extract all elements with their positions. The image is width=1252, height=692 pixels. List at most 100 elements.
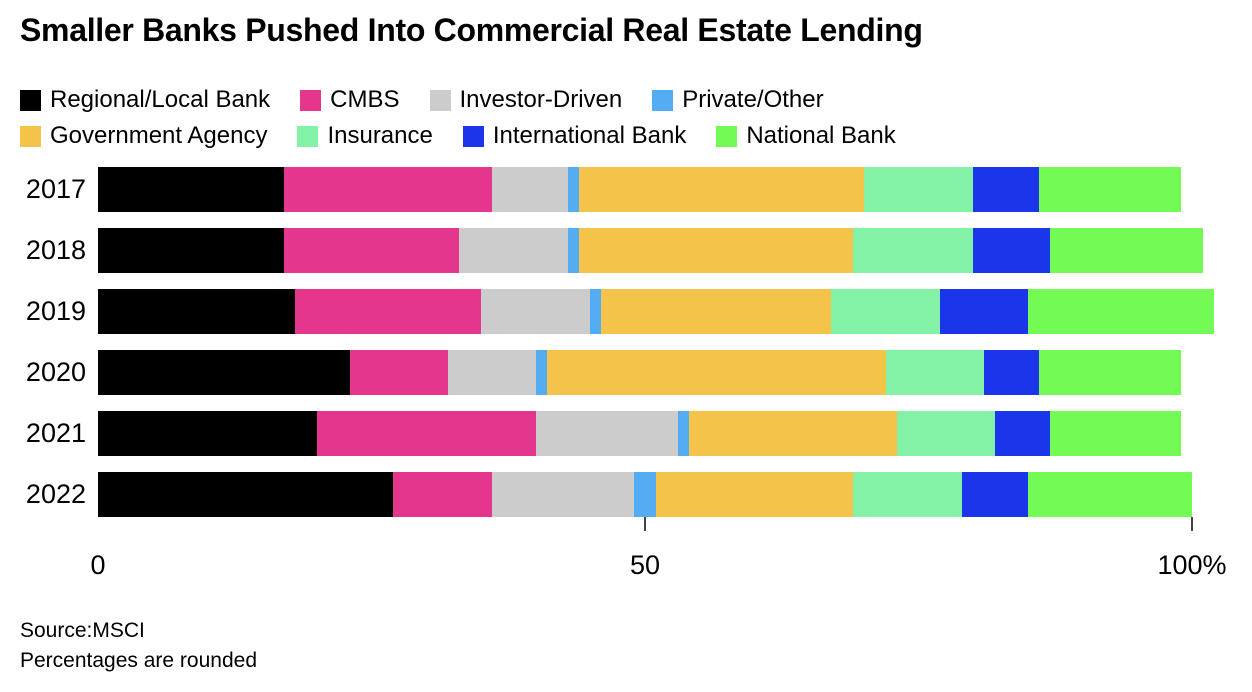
segment-private-other [677,411,689,456]
segment-regional-local-bank [98,350,350,395]
legend-row: Regional/Local Bank CMBS Investor-Driven Pr… [20,82,896,118]
segment-private-other [535,350,547,395]
legend: Regional/Local Bank CMBS Investor-Driven Pr… [20,82,896,154]
segment-private-other [568,228,580,273]
segment-cmbs [283,228,459,273]
segment-insurance [852,472,963,517]
year-label-2020: 2020 [25,357,86,387]
legend-label: Government Agency [50,122,268,149]
legend-item-government-agency: Government Agency [20,122,267,150]
legend-label: National Bank [746,122,896,149]
year-label-2021: 2021 [25,418,86,448]
legend-swatch-private-other [652,89,674,111]
footnote-line: Percentages are rounded [20,649,257,672]
segment-investor-driven [480,289,591,334]
legend-swatch-regional-local-bank [20,89,41,111]
segment-international-bank [962,472,1028,517]
segment-national-bank [1027,289,1214,334]
segment-international-bank [973,167,1039,212]
axis-label-100: 100% [1157,550,1227,580]
segment-regional-local-bank [98,411,317,456]
segment-insurance [885,350,985,395]
segment-international-bank [973,228,1050,273]
legend-label: CMBS [330,86,400,113]
bar-row-2021: 2021 [0,411,1252,456]
stacked-bar-2019 [98,289,1214,334]
bar-row-2022: 2022 [0,472,1252,517]
segment-national-bank [1038,167,1182,212]
segment-government-agency [546,350,886,395]
segment-regional-local-bank [98,228,284,273]
legend-swatch-government-agency [20,125,41,147]
legend-label: International Bank [492,122,687,149]
segment-international-bank [995,411,1050,456]
segment-national-bank [1049,411,1182,456]
legend-item-national-bank: National Bank [716,122,896,150]
segment-cmbs [283,167,492,212]
legend-swatch-insurance [297,125,319,147]
year-label-2022: 2022 [25,479,86,509]
stacked-bar-2021 [98,411,1182,456]
year-label-2017: 2017 [25,174,86,204]
segment-regional-local-bank [98,472,394,517]
segment-regional-local-bank [98,167,284,212]
segment-private-other [634,472,656,517]
axis-label-50: 50 [629,550,661,580]
axis-tick-50 [644,517,646,531]
legend-swatch-cmbs [300,89,322,111]
segment-investor-driven [448,350,536,395]
axis-label-0: 0 [90,550,106,580]
year-label-2018: 2018 [25,235,86,265]
segment-investor-driven [535,411,678,456]
segment-insurance [830,289,941,334]
legend-label: Regional/Local Bank [50,86,271,113]
segment-national-bank [1049,228,1203,273]
segment-cmbs [349,350,449,395]
bar-row-2019: 2019 [0,289,1252,334]
segment-government-agency [579,167,864,212]
legend-swatch-investor-driven [429,89,451,111]
segment-private-other [568,167,580,212]
segment-international-bank [984,350,1039,395]
stacked-bar-2017 [98,167,1182,212]
bar-row-2018: 2018 [0,228,1252,273]
segment-investor-driven [491,472,635,517]
legend-label: Insurance [327,122,433,149]
legend-label: Private/Other [682,86,824,113]
segment-government-agency [579,228,853,273]
chart-title: Smaller Banks Pushed Into Commercial Rea… [20,12,923,48]
stacked-bar-2022 [98,472,1192,517]
segment-national-bank [1027,472,1192,517]
segment-government-agency [688,411,897,456]
source-note: Source:MSCI Percentages are rounded [20,616,257,676]
segment-insurance [896,411,996,456]
segment-government-agency [655,472,853,517]
segment-cmbs [294,289,481,334]
stacked-bar-2020 [98,350,1181,395]
legend-item-insurance: Insurance [297,122,433,150]
bar-row-2017: 2017 [0,167,1252,212]
segment-investor-driven [459,228,569,273]
legend-swatch-national-bank [716,125,738,147]
legend-item-private-other: Private/Other [652,86,824,114]
segment-international-bank [940,289,1028,334]
segment-insurance [852,228,974,273]
legend-row: Government Agency Insurance International … [20,118,896,154]
stacked-bar-2018 [98,228,1203,273]
segment-national-bank [1038,350,1181,395]
segment-regional-local-bank [98,289,295,334]
bar-row-2020: 2020 [0,350,1252,395]
source-line: Source:MSCI [20,619,145,642]
legend-item-investor-driven: Investor-Driven [429,86,623,114]
legend-item-regional-local-bank: Regional/Local Bank [20,86,270,114]
legend-item-international-bank: International Bank [462,122,687,150]
legend-item-cmbs: CMBS [300,86,400,114]
segment-cmbs [393,472,492,517]
segment-investor-driven [491,167,569,212]
year-label-2019: 2019 [25,296,86,326]
segment-insurance [863,167,974,212]
legend-label: Investor-Driven [459,86,623,113]
legend-swatch-international-bank [462,125,484,147]
segment-private-other [590,289,602,334]
